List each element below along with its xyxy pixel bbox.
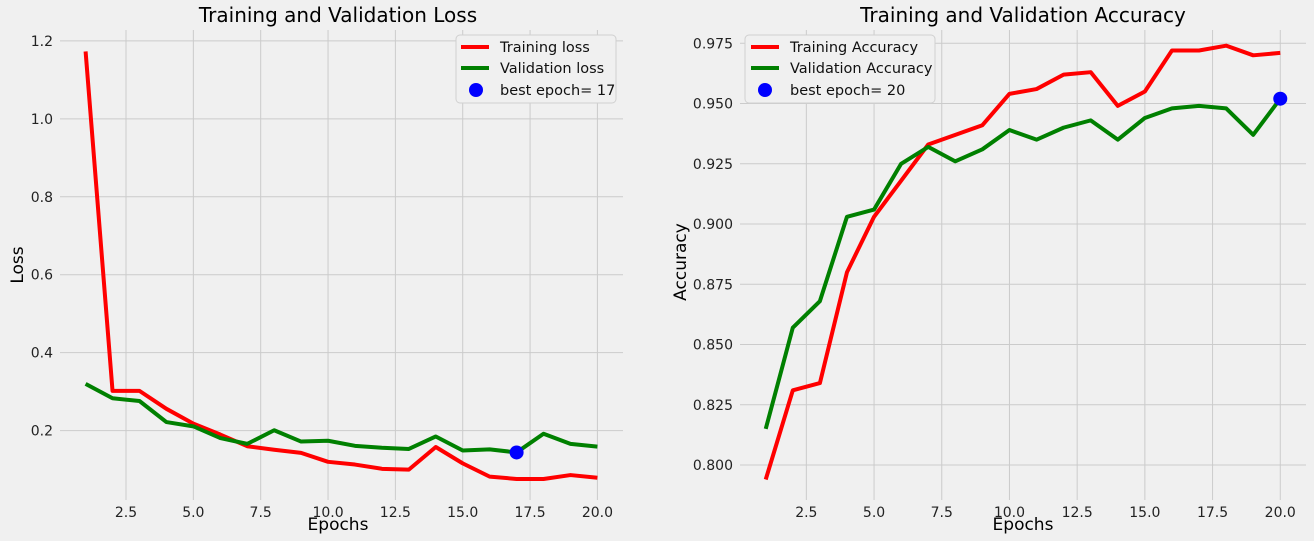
- loss-grid: [60, 30, 623, 500]
- accuracy-ticks: 2.5 5.0 7.5 10.0 12.5 15.0 17.5 20.0 0.800 0.825 0…: [693, 36, 1296, 521]
- accuracy-x-tick-label: 15.0: [1129, 505, 1160, 521]
- loss-legend-best-marker: [469, 83, 483, 97]
- loss-ticks: 2.5 5.0 7.5 10.0 12.5 15.0 17.5 20.0 0.2 0.4 0.6 0.…: [31, 34, 613, 521]
- accuracy-legend-box: [744, 34, 936, 104]
- loss-chart: 2.5 5.0 7.5 10.0 12.5 15.0 17.5 20.0 0.2 0.4 0.6 0.…: [8, 3, 623, 535]
- loss-chart-title: Training and Validation Loss: [198, 3, 477, 27]
- loss-legend-box: [455, 34, 617, 104]
- accuracy-legend-validation-label: Validation Accuracy: [790, 61, 933, 77]
- accuracy-y-tick-label: 0.800: [693, 458, 733, 474]
- loss-y-axis-label: Loss: [8, 246, 28, 283]
- loss-y-tick-label: 1.0: [31, 112, 53, 128]
- loss-x-tick-label: 2.5: [115, 505, 137, 521]
- loss-series-line-training: [83, 51, 598, 481]
- accuracy-x-tick-label: 7.5: [931, 505, 953, 521]
- accuracy-series: [763, 43, 1288, 481]
- loss-legend: Training loss Validation loss best epoch…: [455, 34, 617, 104]
- accuracy-y-tick-label: 0.825: [693, 398, 733, 414]
- accuracy-y-tick-label: 0.950: [693, 97, 733, 113]
- loss-legend-validation-label: Validation loss: [500, 61, 604, 77]
- loss-y-tick-label: 1.2: [31, 34, 53, 50]
- accuracy-y-tick-label: 0.875: [693, 277, 733, 293]
- accuracy-y-axis-label: Accuracy: [671, 223, 691, 301]
- accuracy-legend-best-label: best epoch= 20: [790, 83, 905, 99]
- accuracy-series-line-validation: [763, 97, 1282, 430]
- accuracy-x-tick-label: 12.5: [1062, 505, 1093, 521]
- accuracy-x-tick-label: 10.0: [994, 505, 1025, 521]
- loss-legend-training-label: Training loss: [499, 40, 590, 56]
- loss-x-tick-label: 17.5: [514, 505, 545, 521]
- accuracy-x-axis-label: Epochs: [993, 515, 1054, 535]
- loss-plot-area: [60, 30, 623, 500]
- loss-x-tick-label: 15.0: [447, 505, 478, 521]
- loss-x-tick-label: 20.0: [582, 505, 613, 521]
- accuracy-best-epoch-point: [1273, 91, 1288, 106]
- accuracy-legend: Training Accuracy Validation Accuracy be…: [744, 34, 936, 104]
- accuracy-x-tick-label: 20.0: [1265, 505, 1296, 521]
- loss-series: [83, 51, 598, 481]
- accuracy-chart-title: Training and Validation Accuracy: [859, 3, 1186, 27]
- loss-x-axis-label: Epochs: [308, 515, 369, 535]
- loss-x-tick-label: 5.0: [182, 505, 204, 521]
- accuracy-y-tick-label: 0.925: [693, 157, 733, 173]
- accuracy-y-tick-label: 0.975: [693, 36, 733, 52]
- loss-x-tick-label: 12.5: [380, 505, 411, 521]
- accuracy-legend-best-marker: [758, 83, 772, 97]
- loss-y-tick-label: 0.6: [31, 268, 53, 284]
- accuracy-legend-training-label: Training Accuracy: [789, 40, 918, 56]
- accuracy-series-line-training: [763, 43, 1281, 481]
- accuracy-y-tick-label: 0.900: [693, 217, 733, 233]
- loss-x-tick-label: 10.0: [312, 505, 343, 521]
- accuracy-grid: [740, 30, 1306, 500]
- loss-legend-best-label: best epoch= 17: [500, 83, 615, 99]
- accuracy-x-tick-label: 17.5: [1197, 505, 1228, 521]
- accuracy-x-tick-label: 2.5: [795, 505, 817, 521]
- loss-x-tick-label: 7.5: [250, 505, 272, 521]
- accuracy-y-tick-label: 0.850: [693, 338, 733, 354]
- loss-y-tick-label: 0.8: [31, 190, 53, 206]
- loss-best-epoch-point: [509, 445, 524, 460]
- loss-y-tick-label: 0.2: [31, 424, 53, 440]
- accuracy-x-tick-label: 5.0: [863, 505, 885, 521]
- accuracy-chart: 2.5 5.0 7.5 10.0 12.5 15.0 17.5 20.0 0.800 0.825 0…: [671, 3, 1306, 535]
- loss-y-tick-label: 0.4: [31, 346, 53, 362]
